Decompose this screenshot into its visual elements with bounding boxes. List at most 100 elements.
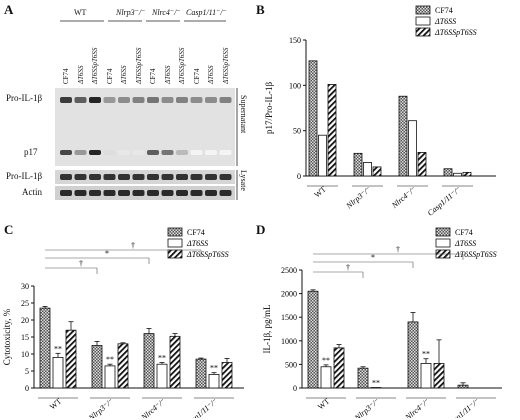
y-axis-label: IL-1β, pg/mL (262, 304, 272, 353)
legend-swatch (415, 16, 431, 26)
band-pro-il1b-lysate (205, 174, 217, 180)
legend-swatch (167, 238, 183, 248)
bar (91, 345, 103, 389)
y-tick-label: 100 (289, 81, 301, 90)
band-actin (89, 190, 101, 196)
bar (357, 367, 369, 389)
legend-label: CF74 (435, 6, 453, 15)
band-actin (132, 190, 145, 196)
y-tick-label: 20 (21, 316, 29, 325)
band-actin (60, 190, 72, 196)
legend-label: ΔT6SS (434, 17, 456, 26)
legend-label: ΔT6SSpT6SS (454, 250, 497, 259)
y-axis-label: p17/Pro-IL-1β (264, 82, 274, 134)
bar (320, 366, 332, 389)
bar (462, 171, 472, 177)
blot-group-wt: WT (74, 8, 87, 17)
significance-mark: ** (210, 364, 218, 373)
y-tick-label: 30 (21, 282, 29, 291)
band-pro-il1b (161, 97, 174, 103)
blot-group-nlrp3: Nlrp3⁻/⁻ (116, 8, 146, 17)
band-pro-il1b (60, 97, 72, 103)
bar (443, 168, 453, 177)
category-label: Casp1/11⁻/⁻ (444, 397, 481, 418)
row-label-p17: p17 (24, 147, 38, 157)
bar (52, 356, 64, 389)
band-pro-il1b (147, 97, 159, 103)
band-p17 (118, 150, 130, 155)
y-tick-label: 10 (21, 350, 29, 359)
blot-group-casp: Casp1/11⁻/⁻ (186, 8, 227, 17)
band-pro-il1b-lysate (118, 174, 130, 180)
band-pro-il1b (205, 97, 217, 103)
legend-swatch (415, 5, 431, 15)
band-pro-il1b-lysate (89, 174, 101, 180)
band-actin (176, 190, 188, 196)
bar (417, 152, 427, 177)
significance-mark: * (371, 253, 375, 262)
bar (333, 347, 345, 389)
bar (457, 384, 469, 389)
y-tick-label: 500 (285, 360, 297, 369)
legend-label: CF74 (187, 228, 205, 237)
row-label-pro-il1b-sup: Pro-IL-1β (6, 93, 43, 103)
category-label: Nlrp3⁻/⁻ (86, 397, 115, 418)
category-label: Casp1/11⁻/⁻ (426, 185, 463, 217)
band-pro-il1b (103, 97, 116, 103)
category-label: Nlrp3⁻/⁻ (344, 185, 373, 211)
band-pro-il1b-lysate (74, 174, 87, 180)
legend-swatch (415, 27, 431, 37)
significance-mark: ** (158, 354, 166, 363)
panel-label-d: D (256, 222, 266, 237)
bar (208, 373, 220, 389)
bar (372, 166, 382, 177)
bar (398, 95, 408, 177)
y-tick-label: 1000 (281, 337, 297, 346)
y-tick-label: 15 (21, 333, 29, 342)
y-tick-label: 50 (293, 127, 301, 136)
blot-bands (60, 97, 232, 196)
row-label-actin: Actin (22, 187, 42, 197)
bar (156, 363, 168, 389)
band-pro-il1b-lysate (190, 174, 203, 180)
band-pro-il1b (118, 97, 130, 103)
bar (221, 362, 233, 389)
legend-label: ΔT6SS (186, 239, 208, 248)
band-pro-il1b (89, 97, 101, 103)
legend-swatch (435, 227, 451, 237)
bar (433, 363, 445, 389)
significance-mark: ** (372, 379, 380, 388)
band-p17 (74, 150, 87, 155)
chart-panel-d: 0 500 1000 1500 2000 2500 IL-1β, pg/mL WT Nlrp3⁻… (262, 227, 502, 418)
blot-group-nlrc4: Nlrc4⁻/⁻ (152, 8, 181, 17)
row-label-pro-il1b-lys: Pro-IL-1β (6, 171, 43, 181)
band-actin (118, 190, 130, 196)
bar (169, 335, 181, 389)
bar (117, 343, 129, 389)
bar (363, 161, 372, 177)
blot-side-brackets (236, 88, 238, 200)
y-tick-label: 2500 (281, 266, 297, 275)
band-p17 (190, 150, 203, 155)
band-p17 (219, 150, 232, 155)
bar (307, 290, 319, 389)
bar (420, 363, 432, 389)
band-p17 (147, 150, 159, 155)
y-tick-label: 150 (289, 36, 301, 45)
bar (65, 329, 77, 389)
blot-lysate-prol-strip (55, 170, 235, 184)
band-p17 (205, 150, 217, 155)
band-pro-il1b (190, 97, 203, 103)
band-pro-il1b-lysate (147, 174, 159, 180)
band-p17 (161, 150, 174, 155)
legend-swatch (435, 238, 451, 248)
y-tick-label: 0 (297, 172, 301, 181)
category-label: Nlrc4⁻/⁻ (139, 397, 167, 418)
category-label: Nlrp3⁻/⁻ (352, 397, 381, 418)
legend-swatch (167, 227, 183, 237)
band-pro-il1b-lysate (132, 174, 145, 180)
significance-mark: † (79, 259, 83, 268)
bar (104, 365, 116, 389)
category-label: WT (48, 397, 63, 412)
legend-label: ΔT6SSpT6SS (434, 28, 477, 37)
